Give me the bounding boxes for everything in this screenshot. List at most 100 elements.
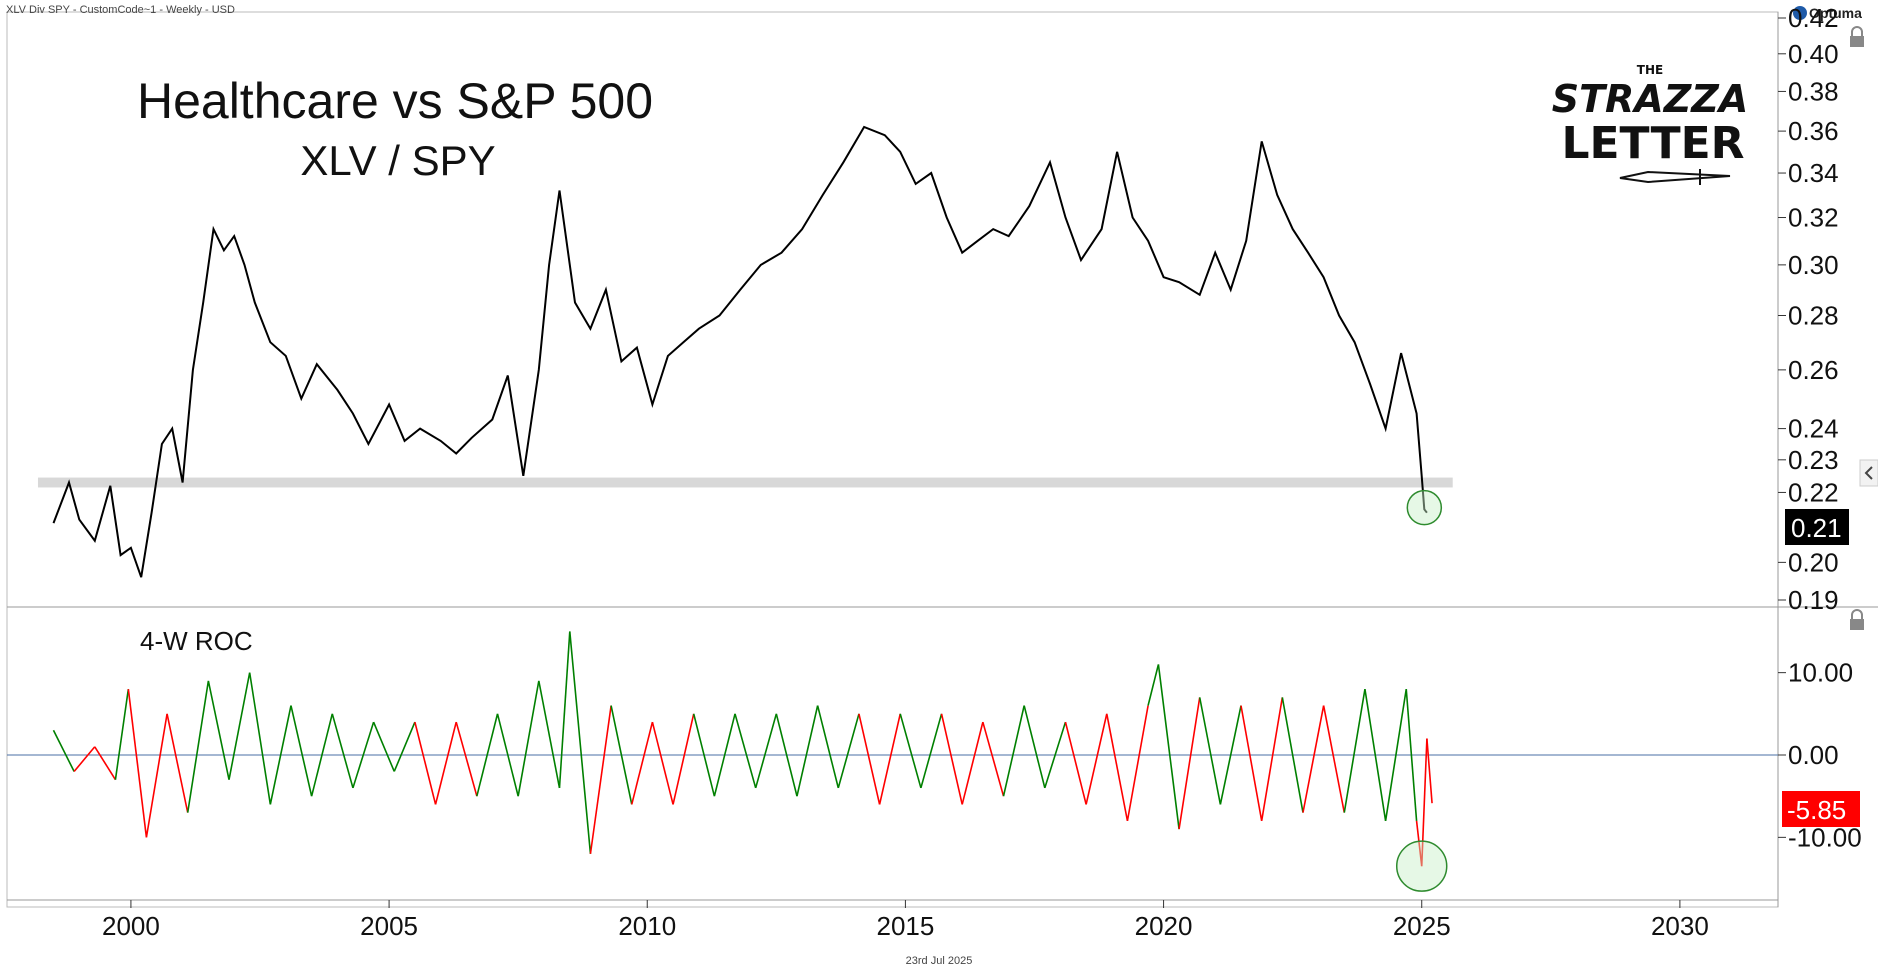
support-band — [37, 477, 1453, 488]
roc-segment — [775, 713, 798, 797]
price-line — [52, 125, 1428, 578]
chart-frame — [6, 11, 1779, 908]
roc-segment — [1260, 697, 1284, 822]
price-last-value-badge: 0.21 — [1785, 509, 1849, 545]
roc-segment — [1364, 688, 1387, 822]
roc-segment — [1302, 705, 1325, 813]
y-tick-label: 0.28 — [1788, 300, 1839, 330]
roc-segment — [331, 713, 354, 789]
price-y-axis: 0.42 0.40 0.38 0.36 0.34 0.32 0.30 0.28 0.26 0.24… — [1778, 3, 1839, 615]
roc-segment — [352, 721, 375, 789]
roc-segment — [517, 680, 540, 797]
roc-segment — [1157, 664, 1180, 830]
chart-subtitle: XLV / SPY — [300, 137, 495, 184]
roc-segment — [630, 721, 654, 805]
x-tick-label: 2010 — [618, 911, 676, 941]
collapse-arrow-icon[interactable] — [1859, 459, 1878, 487]
roc-segment — [1240, 705, 1263, 822]
last-value-label: 0.21 — [1791, 513, 1842, 543]
roc-segment — [796, 705, 819, 797]
x-tick-label: 2030 — [1651, 911, 1709, 941]
roc-segment — [1044, 721, 1067, 789]
x-tick-label: 2025 — [1393, 911, 1451, 941]
roc-segment — [1405, 689, 1418, 821]
roc-segment — [310, 713, 334, 797]
roc-segment — [734, 713, 757, 789]
y-tick-label: 0.36 — [1788, 116, 1839, 146]
roc-segment — [878, 713, 902, 805]
roc-segment — [1281, 697, 1304, 813]
roc-segment — [1426, 738, 1433, 804]
y-tick-label: -10.00 — [1788, 822, 1862, 852]
roc-segment — [1002, 705, 1025, 797]
roc-segment — [1384, 688, 1408, 822]
y-tick-label: 0.26 — [1788, 355, 1839, 385]
roc-segment — [1219, 705, 1242, 805]
y-tick-label: 0.38 — [1788, 76, 1839, 106]
chart-header: XLV Div SPY - CustomCode~1 - Weekly - US… — [6, 4, 235, 16]
roc-segment — [858, 713, 881, 805]
roc-segment — [1105, 713, 1129, 822]
highlight-circle — [1406, 489, 1443, 526]
roc-segment — [558, 631, 571, 788]
lock-icon[interactable] — [1850, 609, 1864, 630]
y-tick-label: 0.20 — [1788, 547, 1839, 577]
roc-segment — [1420, 738, 1428, 867]
roc-segment — [940, 713, 963, 805]
x-tick-label: 2000 — [102, 911, 160, 941]
roc-segment — [269, 705, 292, 805]
roc-segment — [568, 631, 592, 854]
roc-segment — [651, 721, 674, 805]
roc-segment — [538, 680, 561, 789]
roc-panel: 10.00 0.00 -10.00 -5.85 — [7, 631, 1862, 892]
roc-segment — [1343, 688, 1366, 813]
roc-last-value-badge: -5.85 — [1782, 791, 1860, 827]
roc-segment — [290, 705, 313, 797]
y-tick-label: 0.19 — [1788, 585, 1839, 615]
roc-highlight-circle — [1395, 840, 1448, 892]
roc-segment — [186, 680, 210, 813]
roc-segment — [455, 721, 478, 797]
roc-segment — [589, 705, 612, 854]
roc-segment — [1147, 664, 1160, 706]
roc-segment — [114, 689, 130, 780]
roc-segment — [476, 713, 499, 797]
x-axis: 2000 2005 2010 2015 2020 2025 2030 — [102, 900, 1709, 941]
roc-segment — [816, 705, 840, 789]
roc-segment — [414, 721, 437, 805]
lock-icon[interactable] — [1850, 26, 1864, 47]
roc-segment — [754, 713, 778, 789]
roc-series — [52, 631, 1433, 867]
y-tick-label: 0.23 — [1788, 445, 1839, 475]
x-tick-label: 2005 — [360, 911, 418, 941]
roc-segment — [961, 721, 984, 805]
y-tick-label: 0.00 — [1788, 740, 1839, 770]
roc-segment — [1415, 820, 1423, 867]
roc-segment — [496, 713, 519, 797]
roc-segment — [672, 713, 695, 805]
y-tick-label: 0.30 — [1788, 250, 1839, 280]
roc-segment — [899, 713, 922, 789]
roc-title: 4-W ROC — [140, 626, 253, 656]
roc-segment — [920, 713, 943, 789]
roc-segment — [713, 713, 736, 797]
roc-y-axis: 10.00 0.00 -10.00 — [1778, 658, 1862, 852]
y-tick-label: 0.22 — [1788, 477, 1839, 507]
x-tick-label: 2015 — [876, 911, 934, 941]
roc-segment — [1085, 713, 1108, 805]
chart-title: Healthcare vs S&P 500 — [137, 73, 653, 129]
y-tick-label: 0.24 — [1788, 414, 1839, 444]
y-tick-label: 0.42 — [1788, 3, 1839, 33]
roc-segment — [127, 689, 148, 838]
price-panel: 0.42 0.40 0.38 0.36 0.34 0.32 0.30 0.28 0.26 0.24… — [37, 3, 1849, 615]
roc-segment — [1023, 705, 1046, 789]
roc-segment — [1198, 697, 1222, 805]
roc-segment — [610, 705, 633, 805]
y-tick-label: 10.00 — [1788, 658, 1853, 688]
roc-segment — [94, 746, 117, 781]
last-value-bg — [1785, 509, 1849, 545]
roc-segment — [1126, 705, 1149, 822]
roc-segment — [393, 721, 416, 772]
last-value-bg — [1782, 791, 1860, 827]
